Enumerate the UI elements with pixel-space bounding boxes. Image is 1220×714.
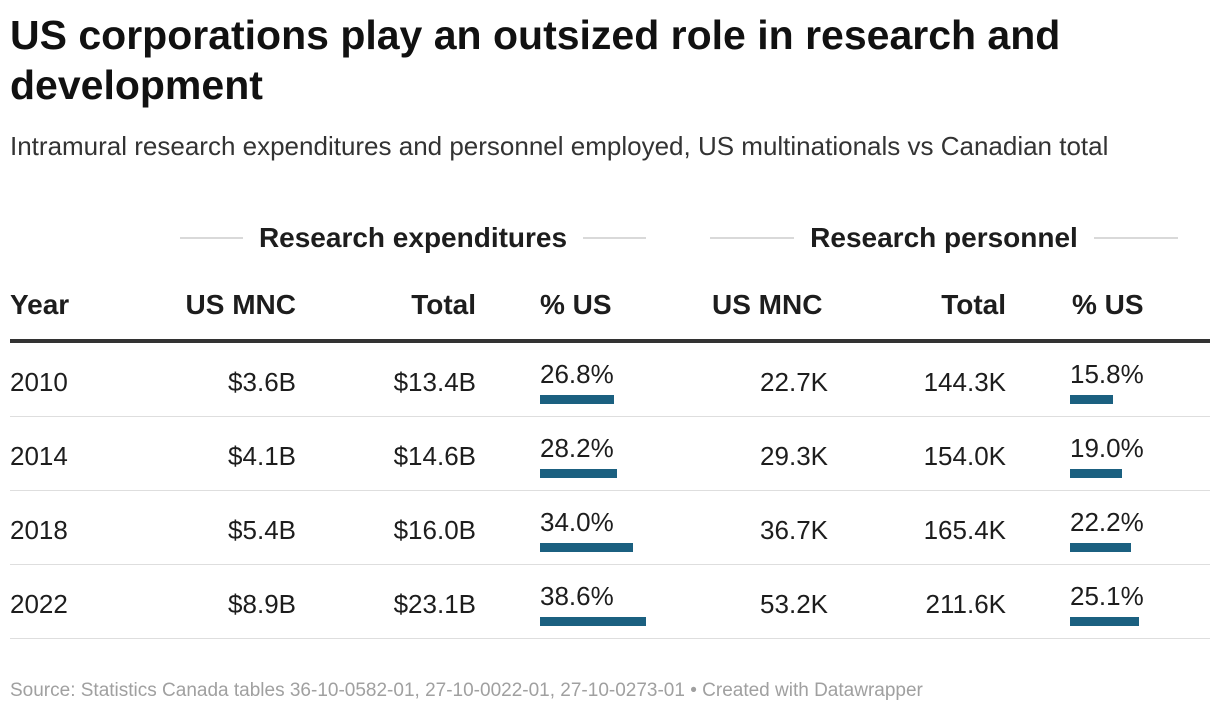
cell-per-us-mnc: 22.7K (760, 367, 828, 397)
cell-per-pct-us: 22.2% (1070, 507, 1144, 552)
cell-exp-us-mnc: $3.6B (228, 367, 296, 397)
group-header-personnel: Research personnel (710, 218, 1179, 258)
column-header-per-pct-us: % US (1072, 289, 1144, 320)
cell-per-us-mnc: 29.3K (760, 441, 828, 471)
cell-per-us-mnc: 36.7K (760, 515, 828, 545)
cell-per-total: 144.3K (923, 367, 1006, 397)
cell-per-total: 211.6K (925, 589, 1006, 619)
table-row: 2014 $4.1B $14.6B 29.3K 154.0K 28.2% 19.0% (10, 417, 1210, 491)
chart-subtitle: Intramural research expenditures and per… (10, 131, 1109, 161)
column-header-exp-pct-us: % US (540, 289, 612, 320)
exp-pct-label: 26.8% (540, 359, 614, 389)
cell-year: 2018 (10, 515, 68, 545)
divider (583, 237, 647, 239)
cell-year: 2014 (10, 441, 68, 471)
per-pct-label: 19.0% (1070, 433, 1144, 463)
cell-per-total: 165.4K (923, 515, 1006, 545)
divider (180, 237, 243, 239)
cell-exp-total: $14.6B (393, 441, 476, 471)
cell-year: 2022 (10, 589, 68, 619)
cell-exp-total: $23.1B (393, 589, 476, 619)
exp-pct-bar (540, 469, 617, 478)
cell-exp-pct-us: 34.0% (540, 507, 633, 552)
per-pct-bar (1070, 469, 1122, 478)
cell-exp-total: $13.4B (393, 367, 476, 397)
divider (1093, 237, 1179, 239)
divider (710, 237, 795, 239)
cell-exp-pct-us: 38.6% (540, 581, 646, 626)
per-pct-label: 15.8% (1070, 359, 1144, 389)
table-row: 2010 $3.6B $13.4B 22.7K 144.3K 26.8% 15.8% (10, 343, 1210, 417)
per-pct-bar (1070, 617, 1139, 626)
exp-pct-label: 34.0% (540, 507, 614, 537)
exp-pct-label: 28.2% (540, 433, 614, 463)
cell-per-us-mnc: 53.2K (760, 589, 828, 619)
column-header-per-us-mnc: US MNC (712, 289, 823, 320)
cell-exp-us-mnc: $4.1B (228, 441, 296, 471)
column-header-year: Year (10, 289, 70, 320)
header-rule (10, 339, 1210, 343)
cell-per-total: 154.0K (923, 441, 1006, 471)
per-pct-bar (1070, 395, 1113, 404)
source-footer: Source: Statistics Canada tables 36-10-0… (10, 680, 923, 701)
per-pct-label: 22.2% (1070, 507, 1144, 537)
column-header-per-total: Total (941, 289, 1006, 320)
exp-pct-label: 38.6% (540, 581, 614, 611)
group-header-expenditures: Research expenditures (180, 218, 647, 258)
group-label-personnel: Research personnel (810, 222, 1078, 253)
per-pct-label: 25.1% (1070, 581, 1144, 611)
per-pct-bar (1070, 543, 1131, 552)
exp-pct-bar (540, 395, 614, 404)
cell-exp-pct-us: 28.2% (540, 433, 617, 478)
cell-exp-total: $16.0B (393, 515, 476, 545)
column-header-exp-us-mnc: US MNC (185, 289, 296, 320)
table-row: 2018 $5.4B $16.0B 36.7K 165.4K 34.0% 22.2% (10, 491, 1210, 565)
cell-per-pct-us: 25.1% (1070, 581, 1144, 626)
cell-per-pct-us: 19.0% (1070, 433, 1144, 478)
cell-per-pct-us: 15.8% (1070, 359, 1144, 404)
cell-year: 2010 (10, 367, 68, 397)
cell-exp-us-mnc: $5.4B (228, 515, 296, 545)
table-row: 2022 $8.9B $23.1B 53.2K 211.6K 38.6% 25.1% (10, 565, 1210, 639)
cell-exp-pct-us: 26.8% (540, 359, 614, 404)
column-header-exp-total: Total (411, 289, 476, 320)
cell-exp-us-mnc: $8.9B (228, 589, 296, 619)
exp-pct-bar (540, 543, 633, 552)
chart-title: US corporations play an outsized role in… (10, 12, 1061, 108)
exp-pct-bar (540, 617, 646, 626)
group-label-expenditures: Research expenditures (258, 222, 568, 253)
